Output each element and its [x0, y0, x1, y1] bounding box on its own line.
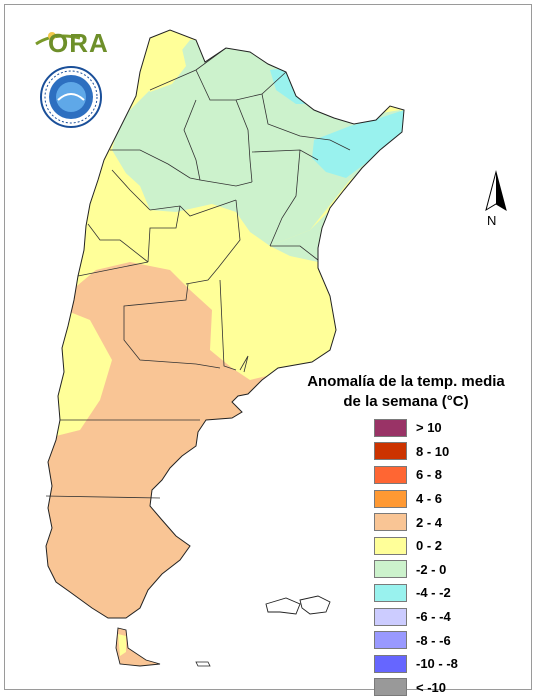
legend-item: 0 - 2	[374, 534, 458, 558]
legend-label: -6 - -4	[416, 609, 451, 625]
legend-item: -2 - 0	[374, 558, 458, 582]
legend-label: 6 - 8	[416, 467, 443, 483]
legend-label: -10 - -8	[416, 656, 458, 672]
legend-label: 4 - 6	[416, 491, 443, 507]
legend-item: -4 - -2	[374, 581, 458, 605]
zone-0-2-puna	[140, 36, 186, 92]
isla-de-los-estados	[195, 661, 211, 667]
legend: > 10 8 - 10 6 - 8 4 - 6 2 - 4 0 - 2 -2 - 0 -4 -…	[374, 416, 458, 699]
legend-swatch	[374, 442, 407, 461]
legend-swatch	[374, 631, 407, 650]
legend-title-line2: de la semana (°C)	[343, 393, 469, 410]
legend-item: -10 - -8	[374, 652, 458, 676]
legend-label: 8 - 10	[416, 443, 450, 459]
smn-argentina-seal-icon	[40, 66, 102, 128]
legend-item: < -10	[374, 676, 458, 699]
legend-item: 2 - 4	[374, 510, 458, 534]
legend-title-line1: Anomalía de la temp. media	[307, 373, 505, 390]
legend-label: -4 - -2	[416, 585, 451, 601]
ora-logo-text: ORA	[48, 28, 109, 58]
zone-neg4-neg2-misiones	[312, 110, 404, 178]
legend-swatch	[374, 583, 407, 602]
legend-item: -6 - -4	[374, 605, 458, 629]
legend-label: -2 - 0	[416, 561, 447, 577]
malvinas-islands	[265, 595, 331, 615]
legend-label: 2 - 4	[416, 514, 443, 530]
legend-swatch	[374, 536, 407, 555]
north-label: N	[487, 213, 497, 228]
zone-0-2-cuyo	[90, 166, 150, 230]
legend-swatch	[374, 513, 407, 532]
legend-swatch	[374, 489, 407, 508]
legend-item: -8 - -6	[374, 628, 458, 652]
legend-label: < -10	[416, 679, 446, 695]
legend-title: Anomalía de la temp. media de la semana …	[296, 372, 516, 412]
legend-swatch	[374, 560, 407, 579]
legend-label: -8 - -6	[416, 632, 451, 648]
tierra-del-fuego-yellow	[118, 634, 126, 656]
legend-item: 4 - 6	[374, 487, 458, 511]
legend-item: > 10	[374, 416, 458, 440]
legend-item: 8 - 10	[374, 440, 458, 464]
legend-item: 6 - 8	[374, 463, 458, 487]
legend-swatch	[374, 418, 407, 437]
ora-logo-icon	[35, 32, 81, 46]
tierra-del-fuego	[115, 627, 161, 667]
province-borders	[45, 47, 351, 499]
legend-label: 0 - 2	[416, 538, 443, 554]
legend-swatch	[374, 654, 407, 673]
north-arrow-icon	[485, 170, 507, 212]
country-outline	[45, 29, 405, 619]
legend-swatch	[374, 465, 407, 484]
legend-swatch	[374, 678, 407, 697]
zone-neg2-0	[112, 40, 400, 246]
legend-swatch	[374, 607, 407, 626]
legend-label: > 10	[416, 420, 442, 436]
